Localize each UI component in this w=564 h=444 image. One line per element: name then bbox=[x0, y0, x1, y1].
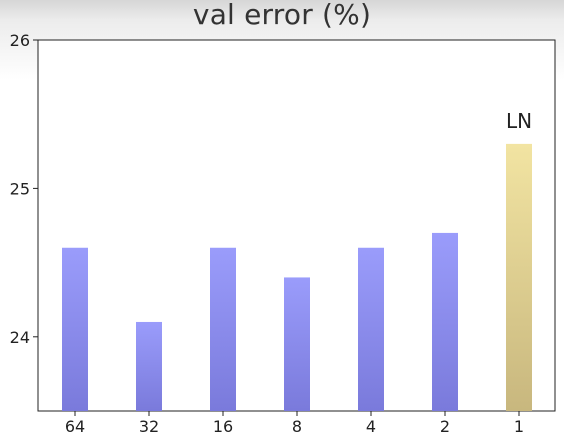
x-tick-label-8: 8 bbox=[292, 417, 302, 436]
bar-16 bbox=[210, 247, 236, 411]
x-tick-label-16: 16 bbox=[213, 417, 233, 436]
bars-group bbox=[62, 143, 532, 411]
x-tick-label-32: 32 bbox=[139, 417, 159, 436]
y-tick-label-24: 24 bbox=[10, 328, 30, 347]
x-tick-label-64: 64 bbox=[65, 417, 85, 436]
x-tick-label-4: 4 bbox=[366, 417, 376, 436]
x-tick-label-2: 2 bbox=[440, 417, 450, 436]
y-tick-label-26: 26 bbox=[10, 31, 30, 50]
bar-32 bbox=[136, 321, 162, 411]
bar-64 bbox=[62, 247, 88, 411]
x-axis: 64 32 16 8 4 2 1 bbox=[65, 411, 524, 436]
y-tick-label-25: 25 bbox=[10, 179, 30, 198]
bar-4 bbox=[358, 247, 384, 411]
annotations-group: LN bbox=[506, 109, 532, 133]
y-axis: 24 25 26 bbox=[10, 31, 38, 347]
bar-2 bbox=[432, 232, 458, 411]
bar-1 bbox=[506, 143, 532, 411]
annotation-ln: LN bbox=[506, 109, 532, 133]
x-tick-label-1: 1 bbox=[514, 417, 524, 436]
chart-title: val error (%) bbox=[192, 0, 372, 31]
bar-8 bbox=[284, 277, 310, 411]
